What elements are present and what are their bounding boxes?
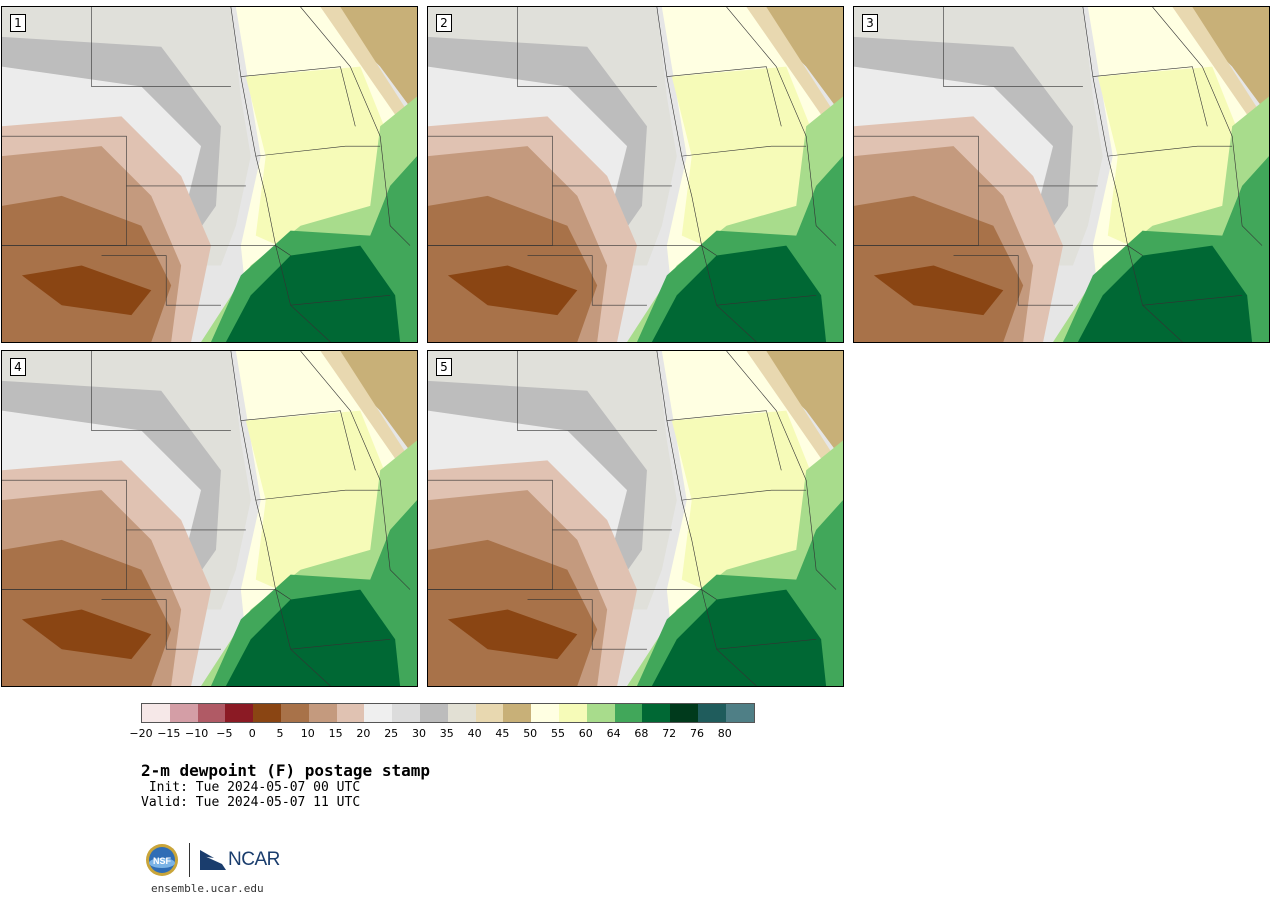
colorbar-tick-label: 45 bbox=[495, 727, 510, 740]
dewpoint-map-1 bbox=[2, 7, 417, 342]
colorbar-swatch-5 bbox=[280, 704, 309, 722]
colorbar-tick-label: 20 bbox=[356, 727, 371, 740]
colorbar-swatch-16 bbox=[586, 704, 615, 722]
colorbar-swatch-13 bbox=[503, 704, 532, 722]
map-panel-4: 4 bbox=[1, 350, 418, 687]
colorbar-swatch-21 bbox=[725, 704, 754, 722]
colorbar-swatch-2 bbox=[197, 704, 226, 722]
colorbar-swatch-19 bbox=[670, 704, 698, 722]
map-panel-1: 1 bbox=[1, 6, 418, 343]
colorbar-swatch-9 bbox=[392, 704, 420, 722]
panel-label-1: 1 bbox=[10, 14, 26, 32]
site-url: ensemble.ucar.edu bbox=[151, 882, 264, 895]
colorbar-tick-label: 76 bbox=[690, 727, 704, 740]
colorbar-tick-label: 10 bbox=[300, 727, 315, 740]
colorbar-tick-label: 72 bbox=[662, 727, 677, 740]
colorbar-swatch-11 bbox=[447, 704, 476, 722]
colorbar-tick-label: 30 bbox=[412, 727, 426, 740]
nsf-logo-icon: NSF bbox=[146, 844, 178, 876]
colorbar-tick-label: 0 bbox=[248, 727, 256, 740]
colorbar-tick-label: −20 bbox=[129, 727, 153, 740]
colorbar-swatch-18 bbox=[642, 704, 671, 722]
colorbar-tick-label: 15 bbox=[328, 727, 343, 740]
colorbar-swatch-15 bbox=[558, 704, 587, 722]
colorbar-tick-label: 55 bbox=[551, 727, 565, 740]
colorbar-tick-label: 40 bbox=[467, 727, 482, 740]
colorbar-tick-label: 5 bbox=[276, 727, 284, 740]
colorbar-swatch-14 bbox=[531, 704, 559, 722]
colorbar-swatch-0 bbox=[142, 704, 170, 722]
colorbar-tick-label: 35 bbox=[439, 727, 454, 740]
map-panel-5: 5 bbox=[427, 350, 844, 687]
ncar-swoosh-icon bbox=[200, 850, 226, 870]
colorbar-swatch-7 bbox=[336, 704, 365, 722]
colorbar-tick-label: 80 bbox=[717, 727, 732, 740]
colorbar-tick-label: −5 bbox=[216, 727, 233, 740]
colorbar-tick-label: 68 bbox=[634, 727, 649, 740]
logo-divider bbox=[189, 843, 190, 877]
colorbar-tick-label: 25 bbox=[384, 727, 399, 740]
panel-label-4: 4 bbox=[10, 358, 26, 376]
colorbar-swatch-1 bbox=[169, 704, 198, 722]
colorbar-tick-label: 50 bbox=[523, 727, 538, 740]
dewpoint-map-5 bbox=[428, 351, 843, 686]
colorbar-tick-label: −15 bbox=[157, 727, 181, 740]
panel-label-3: 3 bbox=[862, 14, 878, 32]
colorbar-tick-label: 64 bbox=[606, 727, 621, 740]
dewpoint-map-2 bbox=[428, 7, 843, 342]
colorbar-swatch-12 bbox=[475, 704, 504, 722]
logos: NSF NCAR bbox=[145, 843, 280, 877]
ncar-logo-text: NCAR bbox=[228, 849, 280, 870]
colorbar-tick-label: 60 bbox=[578, 727, 593, 740]
page-title: 2-m dewpoint (F) postage stamp bbox=[141, 761, 430, 780]
map-panel-3: 3 bbox=[853, 6, 1270, 343]
colorbar-swatch-20 bbox=[697, 704, 726, 722]
dewpoint-map-3 bbox=[854, 7, 1269, 342]
dewpoint-map-4 bbox=[2, 351, 417, 686]
colorbar-swatch-4 bbox=[253, 704, 281, 722]
colorbar bbox=[141, 703, 755, 723]
colorbar-swatch-10 bbox=[419, 704, 448, 722]
init-time: Init: Tue 2024-05-07 00 UTC bbox=[141, 780, 361, 795]
title-block: 2-m dewpoint (F) postage stamp Init: Tue… bbox=[141, 761, 430, 810]
valid-time: Valid: Tue 2024-05-07 11 UTC bbox=[141, 795, 361, 810]
colorbar-tick-label: −10 bbox=[184, 727, 209, 740]
panel-label-5: 5 bbox=[436, 358, 452, 376]
map-panel-2: 2 bbox=[427, 6, 844, 343]
colorbar-swatch-8 bbox=[364, 704, 393, 722]
colorbar-swatch-3 bbox=[225, 704, 254, 722]
colorbar-swatch-6 bbox=[308, 704, 337, 722]
ncar-logo: NCAR bbox=[200, 849, 280, 871]
colorbar-swatch-17 bbox=[614, 704, 643, 722]
colorbar-ticks: −20 −15 −10 −5 0 5 10 15 20 25 30 35 40 45 50 55 60 64 68 7… bbox=[129, 727, 761, 741]
nsf-logo-text: NSF bbox=[153, 856, 172, 866]
panel-label-2: 2 bbox=[436, 14, 452, 32]
